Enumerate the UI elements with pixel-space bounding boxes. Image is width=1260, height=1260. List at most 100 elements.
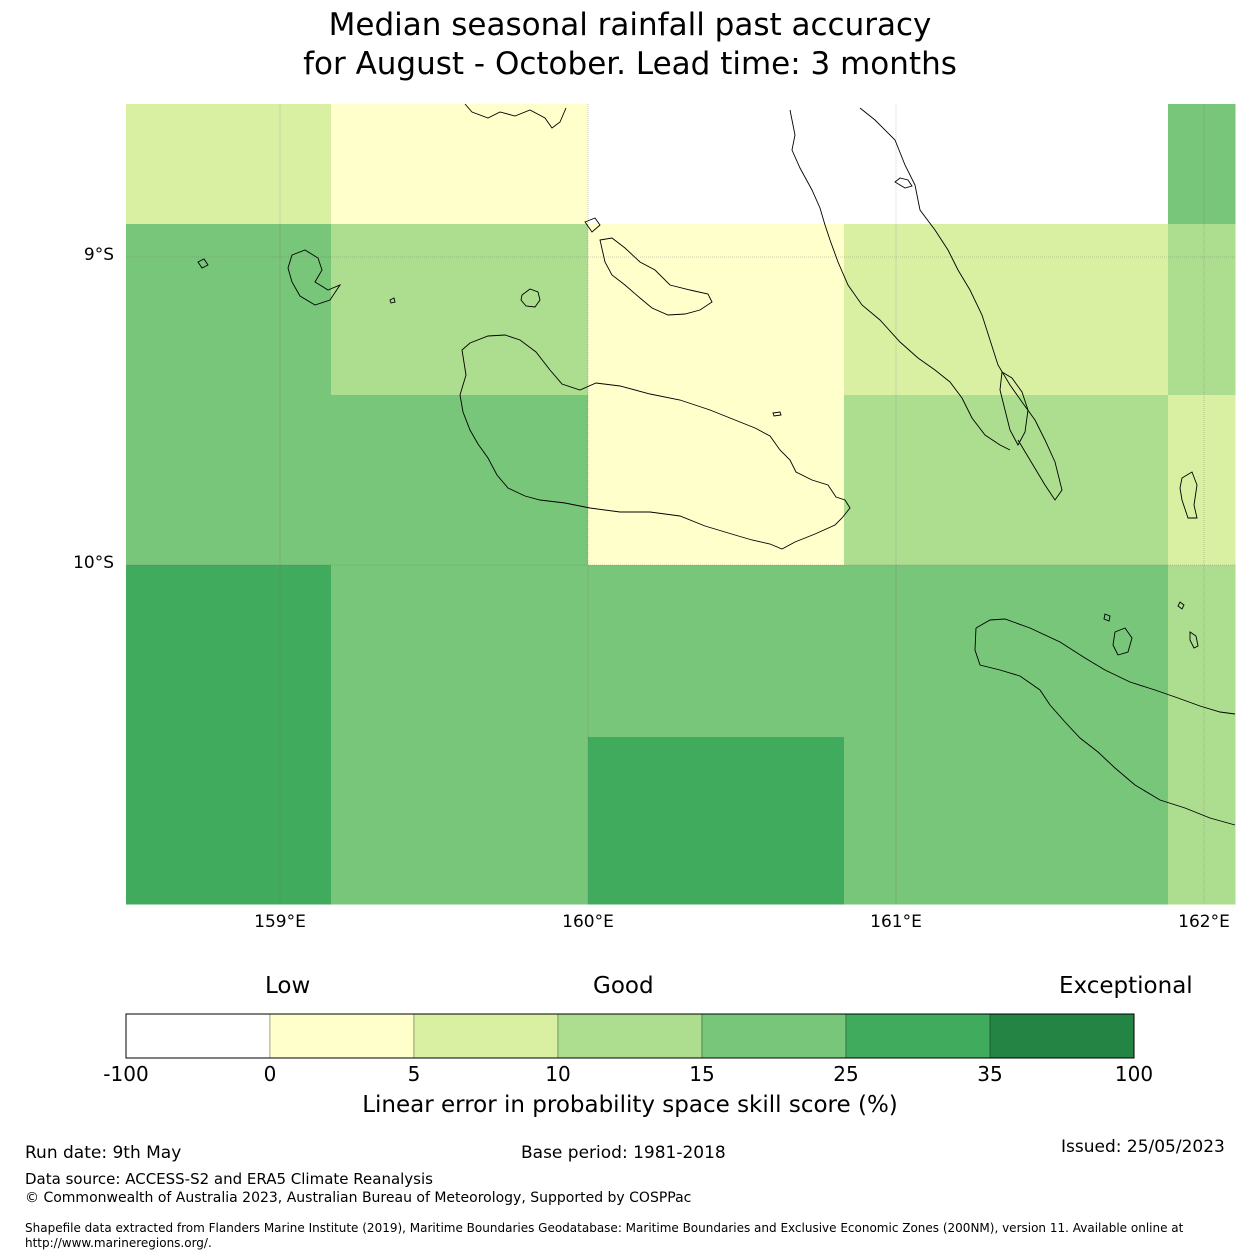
grid-cell-r1-c4	[716, 224, 845, 396]
scale-word-good: Good	[593, 973, 654, 999]
grid-cell-r4-c7	[1101, 737, 1169, 905]
coast-santa-isabel-tip	[464, 103, 567, 129]
grid-cell-r2-c6	[973, 395, 1102, 566]
coast-islet-5	[1177, 601, 1185, 610]
grid-cell-r3-c2	[459, 565, 589, 738]
colorbar-swatch-6	[989, 1013, 1135, 1059]
colorbar-tick-4: 15	[689, 1062, 715, 1086]
colorbar-tick-0: -100	[103, 1062, 149, 1086]
grid-cell-r2-c8	[1168, 395, 1236, 566]
grid-cell-r0-c3	[588, 104, 717, 225]
shapefile-credit-line-2: http://www.marineregions.org/.	[25, 1236, 212, 1250]
coast-small-malaita	[999, 371, 1029, 446]
grid-cell-r3-c7	[1101, 565, 1169, 738]
base-period: Base period: 1981-2018	[521, 1143, 726, 1163]
grid-cell-r4-c6	[973, 737, 1102, 905]
grid-cell-r0-c6	[973, 104, 1102, 225]
grid-cell-r3-c3	[588, 565, 717, 738]
chart-title-line-2: for August - October. Lead time: 3 month…	[303, 46, 957, 82]
grid-cell-r1-c8	[1168, 224, 1236, 396]
grid-cell-r1-c7	[1101, 224, 1169, 396]
coast-florida-islands	[599, 237, 713, 316]
grid-cell-r2-c0	[126, 395, 332, 566]
grid-cell-r4-c2	[459, 737, 589, 905]
coast-guadalcanal	[459, 334, 851, 550]
run-date: Run date: 9th May	[25, 1143, 182, 1163]
lat-label-10s: 10°S	[73, 553, 114, 573]
colorbar-swatch-4	[701, 1013, 847, 1059]
coast-makira	[975, 618, 1236, 715]
grid-cell-r0-c1	[331, 104, 460, 225]
coast-malaita	[789, 109, 1011, 451]
grid-cell-r0-c4	[716, 104, 845, 225]
scale-word-exceptional: Exceptional	[1059, 973, 1193, 999]
colorbar-tick-6: 35	[977, 1062, 1003, 1086]
grid-cell-r3-c1	[331, 565, 460, 738]
coast-russell-islands	[287, 249, 342, 306]
colorbar-swatch-3	[557, 1013, 703, 1059]
coast-islet-3	[772, 411, 782, 417]
grid-cell-r4-c1	[331, 737, 460, 905]
coast-islet-4	[1103, 613, 1111, 622]
grid-cell-r3-c5	[844, 565, 974, 738]
colorbar-tick-7: 100	[1114, 1062, 1154, 1086]
grid-cell-r0-c0	[126, 104, 332, 225]
colorbar-swatch-1	[269, 1013, 415, 1059]
coast-malaita-east	[859, 107, 1063, 501]
lon-label-162e: 162°E	[1178, 912, 1230, 932]
coast-makira-south	[974, 627, 1236, 826]
scale-word-low: Low	[265, 973, 311, 999]
coast-uki	[1112, 627, 1133, 656]
chart-title-line-1: Median seasonal rainfall past accuracy	[328, 7, 932, 43]
lon-label-161e: 161°E	[870, 912, 922, 932]
grid-cell-r2-c7	[1101, 395, 1169, 566]
grid-cell-r1-c1	[331, 224, 460, 396]
grid-cell-r2-c5	[844, 395, 974, 566]
coast-ulawa	[1179, 471, 1198, 519]
coast-nggela-north	[584, 217, 601, 233]
grid-cell-r0-c8	[1168, 104, 1236, 225]
coast-islet-2	[389, 297, 396, 304]
grid-cell-r1-c0	[126, 224, 332, 396]
grid-cell-r4-c0	[126, 737, 332, 905]
colorbar-swatch-2	[413, 1013, 559, 1059]
lat-label-9s: 9°S	[83, 245, 114, 265]
colorbar-label: Linear error in probability space skill …	[362, 1092, 898, 1118]
grid-cell-r1-c2	[459, 224, 589, 396]
coast-islet-1	[197, 258, 209, 269]
colorbar-tick-2: 5	[407, 1062, 421, 1086]
coast-savo	[520, 288, 541, 308]
grid-cell-r3-c6	[973, 565, 1102, 738]
graticule	[126, 104, 1235, 904]
grid-cell-r0-c2	[459, 104, 589, 225]
grid-cell-r0-c5	[844, 104, 974, 225]
copyright: © Commonwealth of Australia 2023, Austra…	[25, 1190, 692, 1206]
grid-cell-r1-c6	[973, 224, 1102, 396]
grid-cell-r0-c7	[1101, 104, 1169, 225]
coastlines	[197, 103, 1236, 826]
grid-cell-r2-c1	[331, 395, 460, 566]
grid-cell-r2-c2	[459, 395, 589, 566]
grid-cell-r2-c4	[716, 395, 845, 566]
colorbar-frame	[125, 1013, 1135, 1059]
grid-cell-r4-c4	[716, 737, 845, 905]
grid-cell-r3-c4	[716, 565, 845, 738]
grid-cell-r4-c5	[844, 737, 974, 905]
grid-cell-r1-c5	[844, 224, 974, 396]
colorbar-tick-5: 25	[833, 1062, 859, 1086]
colorbar-tick-3: 10	[545, 1062, 571, 1086]
grid-cell-r4-c3	[588, 737, 717, 905]
grid-cell-r3-c8	[1168, 565, 1236, 738]
coast-isabel-bay	[894, 177, 913, 189]
data-source: Data source: ACCESS-S2 and ERA5 Climate …	[25, 1170, 433, 1188]
coast-islet-6	[1189, 631, 1199, 649]
issued-date: Issued: 25/05/2023	[1061, 1137, 1225, 1157]
lon-label-159e: 159°E	[254, 912, 306, 932]
colorbar-tick-1: 0	[263, 1062, 277, 1086]
skill-grid	[126, 104, 1236, 905]
grid-cell-r1-c3	[588, 224, 717, 396]
colorbar-swatch-5	[845, 1013, 991, 1059]
lon-label-160e: 160°E	[562, 912, 614, 932]
shapefile-credit-line-1: Shapefile data extracted from Flanders M…	[25, 1221, 1184, 1235]
